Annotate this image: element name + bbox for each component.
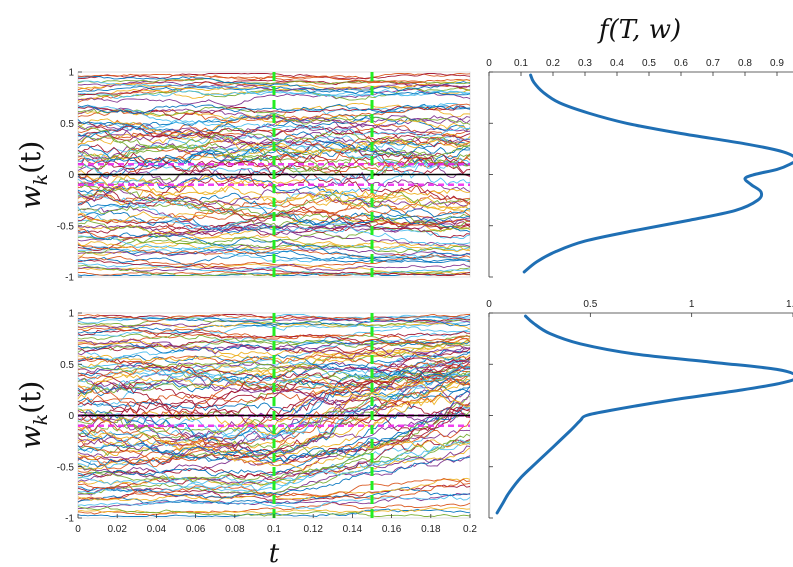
x-tick-label: 0.12 <box>303 524 323 535</box>
trajectory-line <box>78 262 471 276</box>
x-tick-label: 0.8 <box>738 58 752 69</box>
y-tick-label: 0 <box>68 411 74 422</box>
x-tick-label: 0.14 <box>343 524 363 535</box>
top-ylabel: wk(t) <box>14 141 52 210</box>
x-tick-label: 0 <box>486 58 492 69</box>
trajectory-line <box>77 314 471 334</box>
y-tick-label: 1 <box>68 68 74 79</box>
bottom-ylabel-arg: (t) <box>14 381 47 414</box>
top-ylabel-main: w <box>14 185 47 209</box>
top-trajectory-panel: -1 -0.5 0 0.5 1 <box>57 68 471 284</box>
trajectory-line <box>77 340 471 396</box>
x-tick-label: 0.5 <box>583 299 597 310</box>
bottom-density-panel: 0 0.5 1 1.5 <box>486 299 793 519</box>
x-tick-label: 0.7 <box>706 58 720 69</box>
trajectory-line <box>77 435 471 471</box>
y-tick-label: -1 <box>65 514 74 525</box>
trajectory-line <box>77 456 471 499</box>
time-axis-label: t <box>269 539 280 567</box>
trajectory-line <box>77 76 471 96</box>
x-tick-label: 0.5 <box>642 58 656 69</box>
x-tick-label: 0.6 <box>674 58 688 69</box>
trajectory-line <box>77 263 471 272</box>
trajectory-line <box>77 327 470 345</box>
top-ylabel-sub: k <box>30 174 52 186</box>
trajectory-line <box>77 80 471 104</box>
svg-text:wk(t): wk(t) <box>14 141 52 210</box>
trajectory-line <box>77 371 471 405</box>
y-tick-label: 0.5 <box>60 360 74 371</box>
x-tick-label: 0.2 <box>463 524 477 535</box>
trajectory-line <box>77 244 471 263</box>
y-tick-label: -0.5 <box>57 462 75 473</box>
top-density-panel: 0 0.1 0.2 0.3 0.4 0.5 0.6 0.7 0.8 0.9 <box>486 58 793 278</box>
trajectory-line <box>77 317 471 327</box>
trajectory-line <box>77 103 471 138</box>
bottom-ylabel: wk(t) <box>14 381 52 450</box>
x-tick-label: 0.18 <box>421 524 441 535</box>
trajectory-line <box>77 87 471 107</box>
x-tick-label: 0.16 <box>382 524 402 535</box>
x-tick-label: 0.9 <box>770 58 784 69</box>
trajectory-line <box>77 372 471 448</box>
trajectory-line <box>77 183 471 226</box>
x-tick-label: 0.3 <box>578 58 592 69</box>
trajectory-line <box>77 328 471 393</box>
trajectory-line <box>77 501 471 516</box>
x-tick-label: 0.08 <box>225 524 245 535</box>
trajectory-line <box>77 243 471 260</box>
bottom-ylabel-main: w <box>14 425 47 449</box>
x-tick-label: 1.5 <box>786 299 793 310</box>
x-tick-label: 0.1 <box>267 524 281 535</box>
y-tick-label: 1 <box>68 309 74 320</box>
y-tick-label: -1 <box>65 273 74 284</box>
trajectory-line <box>77 439 471 482</box>
trajectory-line <box>77 106 471 125</box>
y-tick-label: 0.5 <box>60 119 74 130</box>
trajectory-line <box>77 141 471 168</box>
x-tick-label: 0.1 <box>514 58 528 69</box>
y-tick-label: -0.5 <box>57 221 75 232</box>
trajectory-line <box>77 359 471 373</box>
x-tick-label: 0 <box>486 299 492 310</box>
bottom-ylabel-sub: k <box>30 414 52 426</box>
x-tick-label: 0.02 <box>107 524 127 535</box>
trajectory-line <box>77 361 471 381</box>
density-curve <box>522 73 793 274</box>
bottom-trajectory-panel: -1 -0.5 0 0.5 1 0 0.02 0.04 0.06 0.08 0.1 0.12 0.14 0… <box>57 309 478 536</box>
trajectory-line <box>77 117 471 144</box>
y-tick-label: 0 <box>68 170 74 181</box>
svg-text:wk(t): wk(t) <box>14 381 52 450</box>
trajectory-line <box>77 349 471 414</box>
x-tick-label: 0 <box>75 524 81 535</box>
x-tick-label: 0.06 <box>186 524 206 535</box>
trajectory-line <box>77 355 471 427</box>
trajectory-line <box>78 122 471 169</box>
top-ylabel-arg: (t) <box>14 141 47 174</box>
x-tick-label: 0.04 <box>147 524 167 535</box>
density-curve <box>495 314 793 515</box>
trajectory-line <box>77 321 471 361</box>
x-tick-label: 0.2 <box>546 58 560 69</box>
x-tick-label: 1 <box>689 299 695 310</box>
trajectory-line <box>77 377 471 424</box>
trajectory-line <box>77 317 471 327</box>
trajectory-line <box>77 493 471 510</box>
trajectory-line <box>77 332 471 346</box>
density-title: f(T, w) <box>597 15 681 45</box>
x-tick-label: 0.4 <box>610 58 624 69</box>
